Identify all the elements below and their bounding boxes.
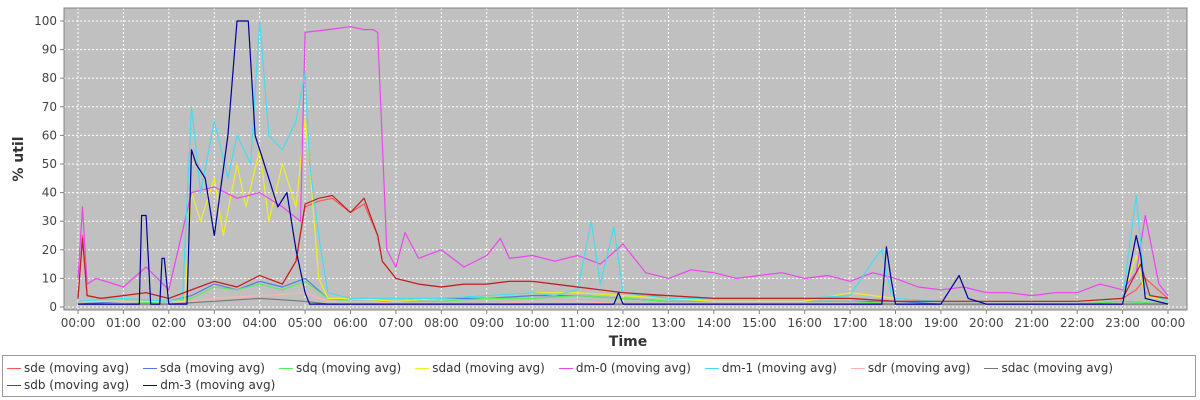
legend-label: sdad (moving avg)	[432, 360, 545, 375]
legend-swatch	[850, 368, 865, 369]
x-tick-label: 00:00	[1151, 316, 1186, 330]
y-tick-label: 30	[42, 214, 57, 228]
legend-item: dm-1 (moving avg)	[704, 359, 837, 376]
x-tick-label: 02:00	[152, 316, 187, 330]
series-line-sdb	[77, 194, 1169, 302]
x-tick-label: 10:00	[515, 316, 550, 330]
x-tick-label: 17:00	[833, 316, 868, 330]
legend-item: sdad (moving avg)	[415, 359, 545, 376]
legend-swatch	[558, 368, 573, 369]
series-lines	[77, 20, 1169, 305]
x-tick-label: 14:00	[697, 316, 732, 330]
x-tick-label: 04:00	[242, 316, 277, 330]
legend-label: sde (moving avg)	[24, 360, 130, 375]
legend-label: sdac (moving avg)	[1001, 360, 1114, 375]
x-tick-label: 23:00	[1105, 316, 1140, 330]
legend-item: dm-0 (moving avg)	[558, 359, 691, 376]
x-tick-label: 11:00	[560, 316, 595, 330]
x-tick-label: 03:00	[197, 316, 232, 330]
legend-swatch	[143, 385, 158, 386]
legend-swatch	[7, 385, 21, 386]
x-tick-label: 15:00	[742, 316, 777, 330]
y-tick-label: 70	[42, 100, 57, 114]
legend-label: dm-1 (moving avg)	[721, 360, 837, 375]
x-tick-label: 20:00	[969, 316, 1004, 330]
gridlines	[64, 8, 1187, 310]
series-line-dm-0	[77, 26, 1169, 297]
x-tick-label: 12:00	[606, 316, 641, 330]
legend-item: sdr (moving avg)	[850, 359, 971, 376]
legend-item: sdac (moving avg)	[984, 359, 1113, 376]
legend-item: sde (moving avg)	[7, 359, 129, 376]
legend-swatch	[704, 368, 719, 369]
legend-label: sdr (moving avg)	[867, 360, 971, 375]
y-tick-label: 80	[42, 71, 57, 85]
x-tick-label: 18:00	[878, 316, 913, 330]
line-chart: 0 10 20 30 40 50 60 70 80 90 100 00:00 01:00 02:00 03…	[11, 7, 1188, 350]
y-tick-label: 0	[49, 300, 57, 314]
plot-border	[63, 7, 1188, 311]
x-tick-label: 08:00	[424, 316, 459, 330]
legend-label: sdb (moving avg)	[24, 377, 130, 392]
x-tick-label: 16:00	[787, 316, 822, 330]
legend-swatch	[279, 368, 293, 369]
x-axis-ticks: 00:00 01:00 02:00 03:00 04:00 05:00 06:00 07:00…	[61, 310, 1186, 330]
x-tick-label: 07:00	[379, 316, 414, 330]
x-tick-label: 19:00	[924, 316, 959, 330]
series-line-dm-1	[77, 20, 1169, 302]
legend-swatch	[984, 368, 999, 369]
y-tick-label: 60	[42, 128, 57, 142]
y-tick-label: 40	[42, 186, 57, 200]
legend-item: sdq (moving avg)	[279, 359, 401, 376]
x-axis-title: Time	[609, 334, 647, 350]
legend-swatch	[143, 368, 158, 369]
x-tick-label: 06:00	[333, 316, 368, 330]
x-tick-label: 13:00	[651, 316, 686, 330]
series-line-dm-3	[78, 20, 1169, 305]
x-tick-label: 21:00	[1014, 316, 1049, 330]
x-tick-label: 05:00	[288, 316, 323, 330]
legend-item: sdb (moving avg)	[7, 376, 129, 393]
y-axis-ticks: 0 10 20 30 40 50 60 70 80 90 100	[34, 14, 64, 314]
y-tick-label: 90	[42, 43, 57, 57]
x-tick-label: 09:00	[469, 316, 504, 330]
y-tick-label: 100	[34, 14, 57, 28]
legend-item: dm-3 (moving avg)	[143, 376, 275, 393]
legend-label: sdq (moving avg)	[296, 360, 402, 375]
y-axis-title: % util	[11, 136, 27, 181]
chart-legend: sde (moving avg) sda (moving avg) sdq (mov…	[2, 355, 1196, 397]
x-tick-label: 00:00	[61, 316, 96, 330]
legend-label: dm-3 (moving avg)	[160, 377, 276, 392]
legend-item: sda (moving avg)	[143, 359, 265, 376]
legend-label: sda (moving avg)	[160, 360, 265, 375]
x-tick-label: 22:00	[1060, 316, 1095, 330]
legend-label: dm-0 (moving avg)	[575, 360, 691, 375]
legend-swatch	[7, 368, 21, 369]
x-tick-label: 01:00	[106, 316, 141, 330]
y-tick-label: 10	[42, 271, 57, 285]
legend-swatch	[415, 368, 430, 369]
y-tick-label: 20	[42, 243, 57, 257]
y-tick-label: 50	[42, 157, 57, 171]
